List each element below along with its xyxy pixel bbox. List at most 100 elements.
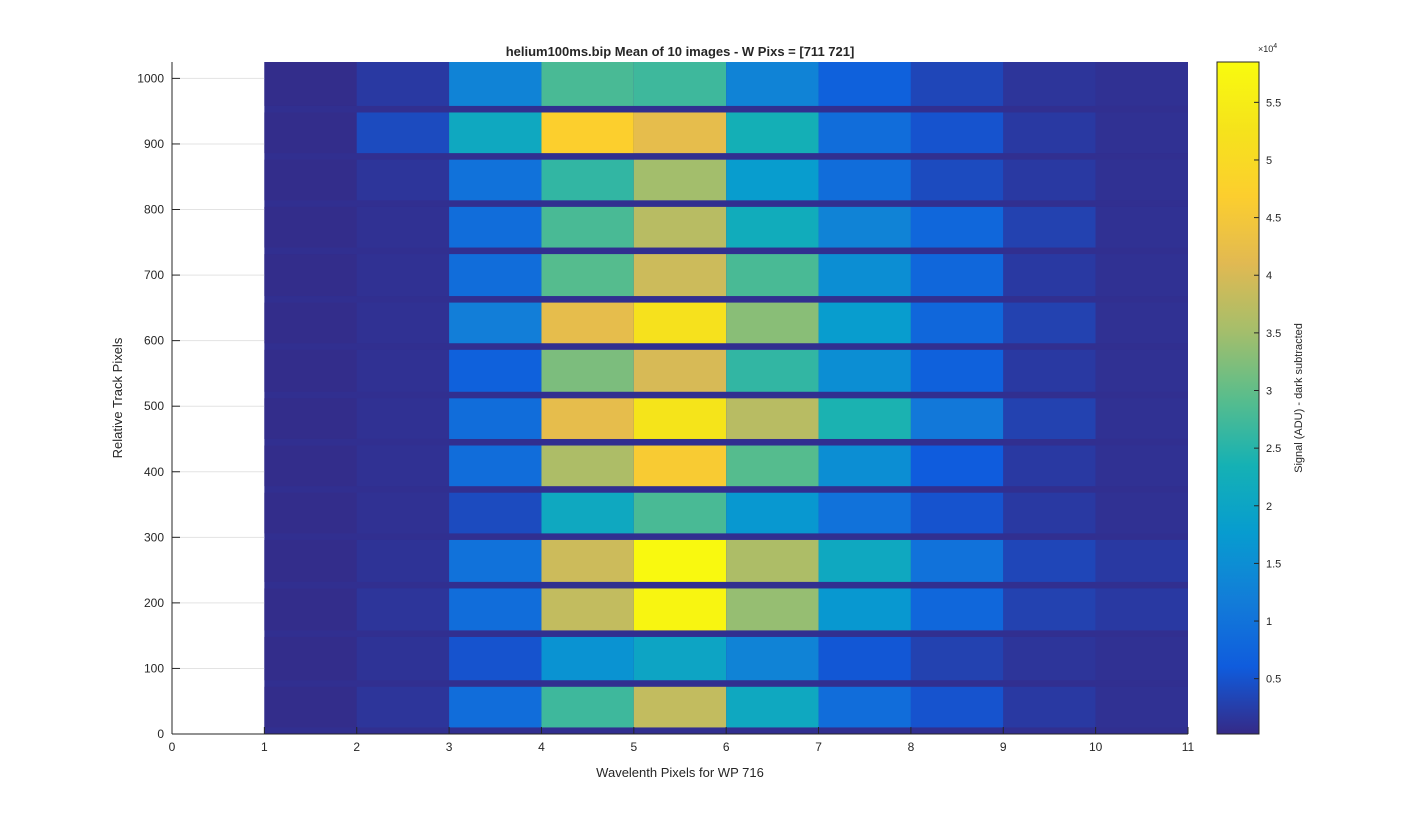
heatmap-cell (1003, 492, 1096, 534)
heatmap-cell (541, 539, 634, 582)
heatmap-cell (818, 588, 911, 631)
heatmap-cell (726, 588, 819, 631)
colorbar-exponent: ×104 (1258, 43, 1277, 54)
heatmap-cell (910, 159, 1004, 201)
heatmap-cell (910, 636, 1004, 681)
heatmap-cell (818, 349, 911, 392)
heatmap-cell (541, 588, 634, 631)
heatmap-cell (541, 445, 634, 487)
heatmap-cells (264, 62, 1188, 728)
heatmap-cell (633, 349, 727, 392)
heatmap-cell (356, 349, 450, 392)
y-axis-ticks: 0 100 200 300 400 500 600 700 800 900 1000 (137, 71, 180, 741)
heatmap-cell (1003, 539, 1096, 582)
y-tick-label: 300 (144, 530, 164, 544)
heatmap-cell (726, 686, 819, 728)
heatmap-cell (726, 302, 819, 344)
heatmap-cell (633, 302, 727, 344)
heatmap-cell (910, 398, 1004, 439)
x-tick-label: 1 (261, 740, 268, 754)
heatmap-cell (1003, 349, 1096, 392)
heatmap-cell (726, 445, 819, 487)
y-tick-label: 100 (144, 661, 164, 675)
heatmap-cell (264, 492, 357, 534)
heatmap-cell (1095, 398, 1188, 439)
y-tick-label: 700 (144, 268, 164, 282)
y-tick-label: 900 (144, 137, 164, 151)
heatmap-cell (449, 445, 542, 487)
heatmap-cell (633, 686, 727, 728)
x-tick-label: 2 (353, 740, 360, 754)
heatmap-cell (818, 112, 911, 154)
x-axis-ticks: 0 1 2 3 4 5 6 7 8 9 10 11 (169, 727, 1195, 754)
heatmap-cell (633, 206, 727, 248)
heatmap-cell (541, 159, 634, 201)
colorbar-label: Signal (ADU) - dark subtracted (1293, 323, 1305, 473)
x-tick-label: 5 (630, 740, 637, 754)
heatmap-cell (264, 349, 357, 392)
heatmap-cell (356, 112, 450, 154)
colorbar-tick-label: 2.5 (1266, 443, 1281, 455)
chart-title: helium100ms.bip Mean of 10 images - W Pi… (506, 44, 855, 59)
heatmap-cell (1003, 159, 1096, 201)
x-tick-label: 7 (815, 740, 822, 754)
colorbar-ticks: 0.5 1 1.5 2 2.5 3 3.5 4 4.5 5 5.5 (1254, 97, 1281, 686)
heatmap-cell (264, 398, 357, 439)
colorbar-tick-label: 3 (1266, 386, 1272, 398)
colorbar-tick-label: 5.5 (1266, 97, 1281, 109)
heatmap-cell (1095, 62, 1188, 106)
heatmap-cell (541, 62, 634, 106)
heatmap-cell (1003, 445, 1096, 487)
heatmap-cell (726, 62, 819, 106)
heatmap-cell (449, 254, 542, 297)
heatmap-cell (356, 302, 450, 344)
heatmap-cell (541, 112, 634, 154)
heatmap-cell (449, 636, 542, 681)
y-tick-label: 400 (144, 465, 164, 479)
x-tick-label: 11 (1182, 740, 1195, 754)
heatmap-cell (356, 159, 450, 201)
heatmap-cell (633, 636, 727, 681)
heatmap-cell (541, 492, 634, 534)
heatmap-cell (356, 539, 450, 582)
heatmap-cell (910, 445, 1004, 487)
heatmap-cell (356, 254, 450, 297)
y-tick-label: 200 (144, 596, 164, 610)
heatmap-cell (1095, 492, 1188, 534)
heatmap-cell (910, 302, 1004, 344)
heatmap-cell (356, 206, 450, 248)
heatmap-cell (1003, 112, 1096, 154)
heatmap-cell (1003, 588, 1096, 631)
heatmap-cell (910, 254, 1004, 297)
heatmap-cell (449, 588, 542, 631)
x-tick-label: 4 (538, 740, 545, 754)
heatmap-cell (910, 349, 1004, 392)
heatmap-cell (818, 492, 911, 534)
heatmap-cell (818, 206, 911, 248)
y-tick-label: 600 (144, 334, 164, 348)
y-tick-label: 800 (144, 203, 164, 217)
heatmap-cell (264, 588, 357, 631)
heatmap-cell (449, 62, 542, 106)
x-tick-label: 8 (908, 740, 915, 754)
heatmap-cell (726, 636, 819, 681)
heatmap-cell (1095, 206, 1188, 248)
heatmap-cell (356, 398, 450, 439)
heatmap-cell (726, 539, 819, 582)
y-tick-label: 1000 (137, 71, 164, 85)
heatmap-cell (910, 112, 1004, 154)
heatmap-cell (726, 349, 819, 392)
heatmap-cell (910, 492, 1004, 534)
heatmap-cell (264, 445, 357, 487)
heatmap-cell (449, 492, 542, 534)
heatmap-cell (264, 686, 357, 728)
x-tick-label: 10 (1089, 740, 1103, 754)
heatmap-cell (1095, 636, 1188, 681)
heatmap-cell (449, 159, 542, 201)
heatmap-cell (264, 636, 357, 681)
heatmap-cell (356, 445, 450, 487)
heatmap-cell (726, 398, 819, 439)
heatmap-cell (633, 398, 727, 439)
heatmap-cell (910, 62, 1004, 106)
